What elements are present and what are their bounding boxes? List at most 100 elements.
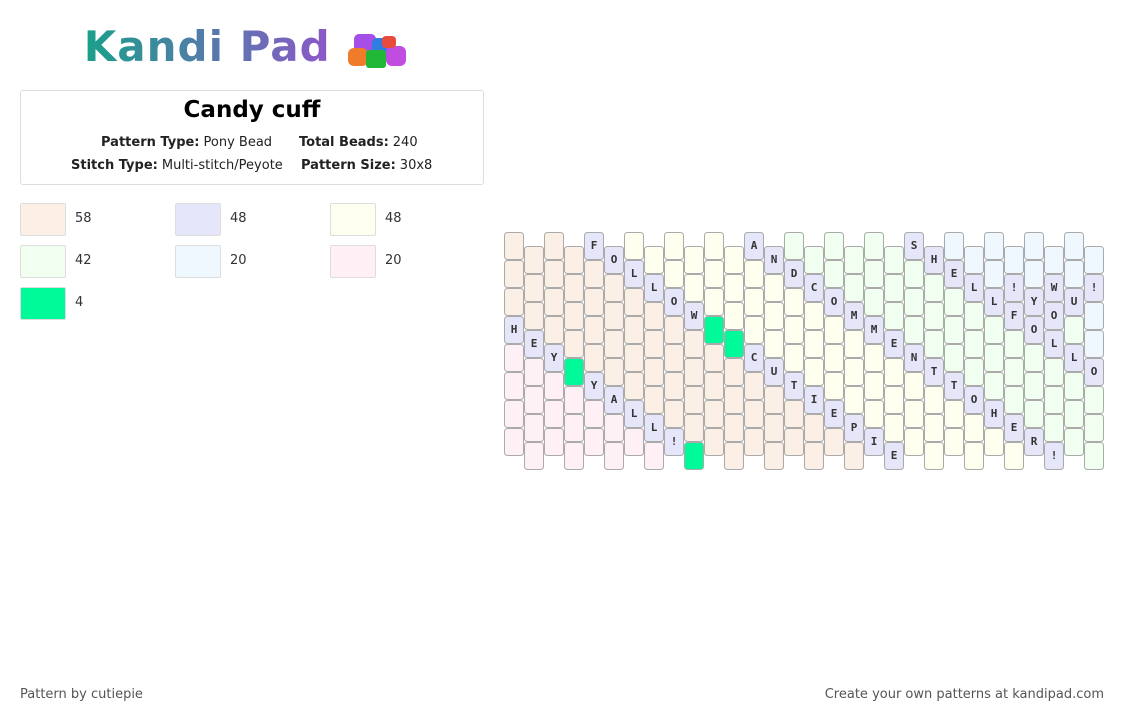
bead <box>1024 372 1044 400</box>
bead-letter: N <box>911 351 918 364</box>
bead <box>844 246 864 274</box>
bead <box>1044 330 1064 358</box>
bead <box>884 442 904 470</box>
bead <box>1084 274 1104 302</box>
bead <box>1064 288 1084 316</box>
bead-letter: M <box>871 323 878 336</box>
bead <box>564 442 584 470</box>
bead <box>544 344 564 372</box>
bead <box>984 372 1004 400</box>
bead <box>704 232 724 260</box>
bead-letter: W <box>1051 281 1058 294</box>
bead-letter: C <box>811 281 818 294</box>
bead <box>584 260 604 288</box>
bead <box>524 246 544 274</box>
bead <box>1044 442 1064 470</box>
bead <box>1044 246 1064 274</box>
bead <box>724 386 744 414</box>
bead <box>604 414 624 442</box>
bead <box>1024 400 1044 428</box>
bead <box>564 246 584 274</box>
bead <box>504 372 524 400</box>
bead <box>724 274 744 302</box>
bead <box>584 428 604 456</box>
field: Pattern Size: 30x8 <box>301 158 432 173</box>
bead <box>884 246 904 274</box>
bead <box>664 344 684 372</box>
swatch <box>330 203 376 236</box>
bead <box>964 442 984 470</box>
bead <box>664 260 684 288</box>
bead <box>864 260 884 288</box>
bead <box>844 414 864 442</box>
bead-letter: O <box>1031 323 1038 336</box>
bead <box>664 316 684 344</box>
bead <box>884 414 904 442</box>
bead <box>704 428 724 456</box>
field-value: 240 <box>392 135 418 150</box>
bead <box>824 372 844 400</box>
bead-letter: L <box>631 267 638 280</box>
bead <box>964 274 984 302</box>
swatch <box>175 203 221 236</box>
bead <box>544 316 564 344</box>
bead <box>904 232 924 260</box>
bead <box>644 274 664 302</box>
bead <box>684 302 704 330</box>
bead <box>564 274 584 302</box>
bead <box>1044 414 1064 442</box>
bead-letter: U <box>771 365 778 378</box>
color-count: 48 <box>385 211 402 226</box>
bead <box>944 260 964 288</box>
bead <box>1064 372 1084 400</box>
bead <box>844 302 864 330</box>
bead <box>924 274 944 302</box>
bead <box>584 400 604 428</box>
bead <box>504 232 524 260</box>
color-count: 20 <box>230 253 247 268</box>
bead <box>784 428 804 456</box>
bead <box>624 288 644 316</box>
bead <box>784 316 804 344</box>
bead <box>504 400 524 428</box>
bead <box>524 274 544 302</box>
bead-letter: Y <box>1031 295 1038 308</box>
bead-letter: A <box>611 393 618 406</box>
bead <box>664 288 684 316</box>
bead <box>824 260 844 288</box>
bead <box>684 414 704 442</box>
bead <box>1004 414 1024 442</box>
bead-letter: S <box>911 239 918 252</box>
bead-letter: O <box>1051 309 1058 322</box>
bead <box>664 400 684 428</box>
bead <box>624 260 644 288</box>
bead <box>944 344 964 372</box>
bead <box>1064 344 1084 372</box>
bead <box>904 400 924 428</box>
bead <box>744 288 764 316</box>
bead <box>804 246 824 274</box>
bead <box>544 260 564 288</box>
bead <box>1084 246 1104 274</box>
swatch <box>330 245 376 278</box>
logo-icon <box>348 33 407 68</box>
bead-letter: A <box>751 239 758 252</box>
field: Total Beads: 240 <box>299 135 418 150</box>
bead <box>504 428 524 456</box>
bead <box>684 442 704 470</box>
bead <box>724 358 744 386</box>
bead <box>884 358 904 386</box>
bead <box>844 358 864 386</box>
bead <box>1084 386 1104 414</box>
bead <box>864 344 884 372</box>
bead <box>524 302 544 330</box>
bead <box>1004 386 1024 414</box>
bead <box>1064 316 1084 344</box>
logo-text: Kandi Pad <box>83 22 331 71</box>
bead <box>744 260 764 288</box>
bead <box>864 232 884 260</box>
bead <box>684 386 704 414</box>
bead <box>844 274 864 302</box>
bead <box>1084 414 1104 442</box>
